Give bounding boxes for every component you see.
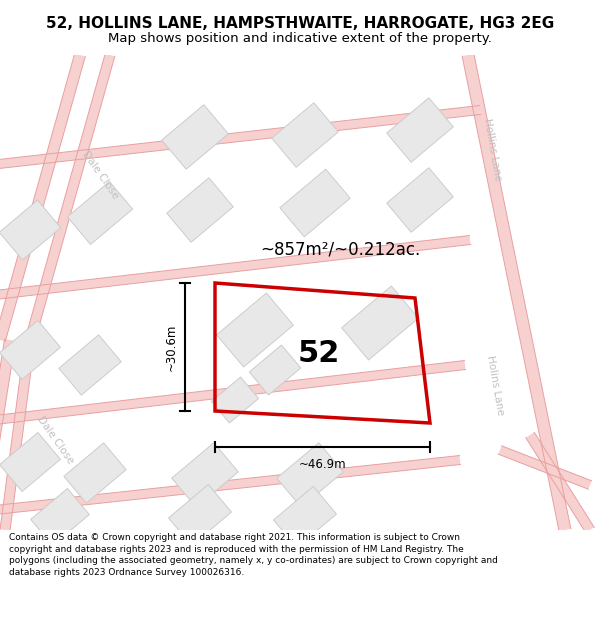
Polygon shape (0, 200, 61, 260)
Polygon shape (0, 54, 85, 341)
Polygon shape (0, 339, 35, 531)
Polygon shape (67, 181, 133, 244)
Polygon shape (0, 339, 16, 531)
Polygon shape (387, 168, 453, 232)
Polygon shape (0, 321, 61, 379)
Polygon shape (277, 442, 343, 508)
Polygon shape (272, 102, 338, 168)
Text: Hollins Lane: Hollins Lane (482, 118, 502, 182)
Polygon shape (64, 443, 126, 503)
Polygon shape (526, 432, 594, 532)
Polygon shape (0, 106, 481, 169)
Polygon shape (31, 489, 89, 546)
Polygon shape (59, 335, 121, 395)
Text: Map shows position and indicative extent of the property.: Map shows position and indicative extent… (108, 32, 492, 45)
Polygon shape (274, 486, 337, 548)
Polygon shape (0, 432, 61, 491)
Polygon shape (0, 361, 466, 424)
Polygon shape (172, 442, 238, 508)
Polygon shape (211, 377, 259, 423)
Polygon shape (167, 177, 233, 242)
Polygon shape (217, 293, 293, 367)
Polygon shape (162, 105, 228, 169)
Text: 52, HOLLINS LANE, HAMPSTHWAITE, HARROGATE, HG3 2EG: 52, HOLLINS LANE, HAMPSTHWAITE, HARROGAT… (46, 16, 554, 31)
Text: Dale Close: Dale Close (80, 149, 120, 201)
Polygon shape (387, 98, 453, 162)
Polygon shape (249, 345, 301, 395)
Polygon shape (462, 54, 571, 531)
Text: ~46.9m: ~46.9m (299, 459, 346, 471)
Text: Contains OS data © Crown copyright and database right 2021. This information is : Contains OS data © Crown copyright and d… (9, 533, 498, 578)
Polygon shape (25, 54, 115, 341)
Text: ~30.6m: ~30.6m (164, 323, 178, 371)
Polygon shape (169, 484, 232, 546)
Text: Dale Close: Dale Close (35, 414, 75, 466)
Text: Holins Lane: Holins Lane (485, 354, 505, 416)
Text: 52: 52 (298, 339, 340, 368)
Polygon shape (499, 446, 592, 489)
Text: ~857m²/~0.212ac.: ~857m²/~0.212ac. (260, 241, 420, 259)
Polygon shape (0, 236, 470, 299)
Polygon shape (0, 456, 460, 514)
Polygon shape (280, 169, 350, 237)
Polygon shape (341, 286, 418, 360)
